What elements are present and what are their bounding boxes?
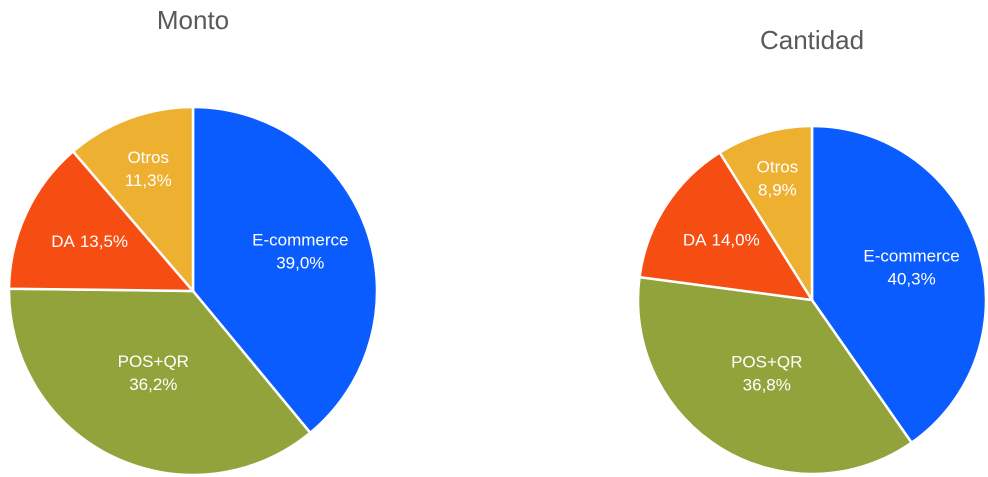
value-label: 40,3% — [887, 270, 935, 289]
pie-slice — [636, 275, 914, 476]
data-label: POS+QR 36,2% — [118, 352, 189, 394]
pie-slice — [810, 124, 988, 445]
value-label: 14,0% — [711, 231, 759, 250]
pie-slice — [717, 124, 814, 305]
value-label: 36,2% — [129, 375, 177, 394]
data-label: DA 14,0% — [683, 231, 760, 250]
value-label: 8,9% — [758, 181, 797, 200]
category-label: E-commerce — [252, 231, 348, 250]
data-label: E-commerce 40,3% — [863, 247, 959, 289]
category-label: POS+QR — [118, 352, 189, 371]
chart-title: Monto — [157, 5, 229, 35]
data-label: POS+QR 36,8% — [731, 353, 802, 395]
category-label: DA — [683, 231, 707, 250]
pie-slice — [638, 150, 815, 302]
pie-slice — [7, 287, 313, 477]
value-label: 39,0% — [276, 254, 324, 273]
category-label: Otros — [757, 158, 799, 177]
value-label: 13,5% — [80, 232, 128, 251]
data-label: DA 13,5% — [51, 232, 128, 251]
data-label: E-commerce 39,0% — [252, 231, 348, 273]
value-label: 11,3% — [125, 172, 172, 191]
category-label: POS+QR — [731, 353, 802, 372]
value-label: 36,8% — [743, 376, 791, 395]
category-label: E-commerce — [863, 247, 959, 266]
pie-slice — [191, 105, 379, 435]
data-label: Otros 11,3% — [125, 149, 172, 191]
data-label: Otros 8,9% — [757, 158, 799, 200]
category-label: Otros — [127, 149, 169, 168]
pie-slice — [71, 105, 195, 295]
category-label: DA — [51, 232, 75, 251]
chart-title: Cantidad — [760, 25, 864, 55]
pie-slice — [7, 149, 196, 293]
